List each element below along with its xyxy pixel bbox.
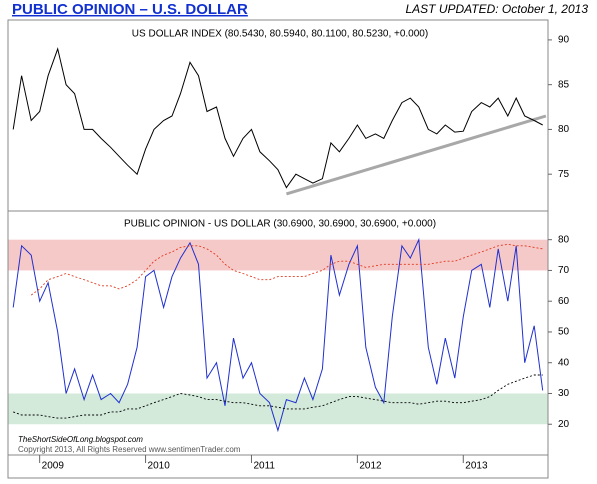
watermark: TheShortSideOfLong.blogspot.com <box>18 435 143 444</box>
x-tick-label: 2009 <box>42 461 65 472</box>
y-tick-label: 80 <box>558 234 570 245</box>
band <box>8 239 548 271</box>
panel-title: US DOLLAR INDEX (80.5430, 80.5940, 80.11… <box>132 29 428 40</box>
y-tick-label: 75 <box>558 169 570 180</box>
x-tick-label: 2010 <box>148 461 171 472</box>
y-tick-label: 90 <box>558 35 570 46</box>
copyright: Copyright 2013, All Rights Reserved www.… <box>18 445 241 454</box>
y-tick-label: 85 <box>558 79 570 90</box>
series-line <box>12 47 543 189</box>
x-tick-label: 2011 <box>253 461 275 472</box>
band <box>8 393 548 425</box>
y-tick-label: 60 <box>558 296 570 307</box>
y-tick-label: 40 <box>558 357 570 368</box>
x-tick-label: 2013 <box>465 461 488 472</box>
last-updated: LAST UPDATED: October 1, 2013 <box>405 2 588 16</box>
series-line <box>12 237 544 433</box>
y-tick-label: 80 <box>558 124 570 135</box>
y-tick-label: 70 <box>558 265 570 276</box>
page-title: PUBLIC OPINION – U.S. DOLLAR <box>12 1 248 18</box>
x-tick-label: 2012 <box>359 461 382 472</box>
y-tick-label: 20 <box>558 419 570 430</box>
y-tick-label: 30 <box>558 388 570 399</box>
panel-title: PUBLIC OPINION - US DOLLAR (30.6900, 30.… <box>124 219 436 230</box>
trendline <box>285 114 547 196</box>
series-line <box>13 374 543 419</box>
series-line <box>30 243 543 296</box>
y-tick-label: 50 <box>558 327 570 338</box>
frame <box>7 19 549 479</box>
